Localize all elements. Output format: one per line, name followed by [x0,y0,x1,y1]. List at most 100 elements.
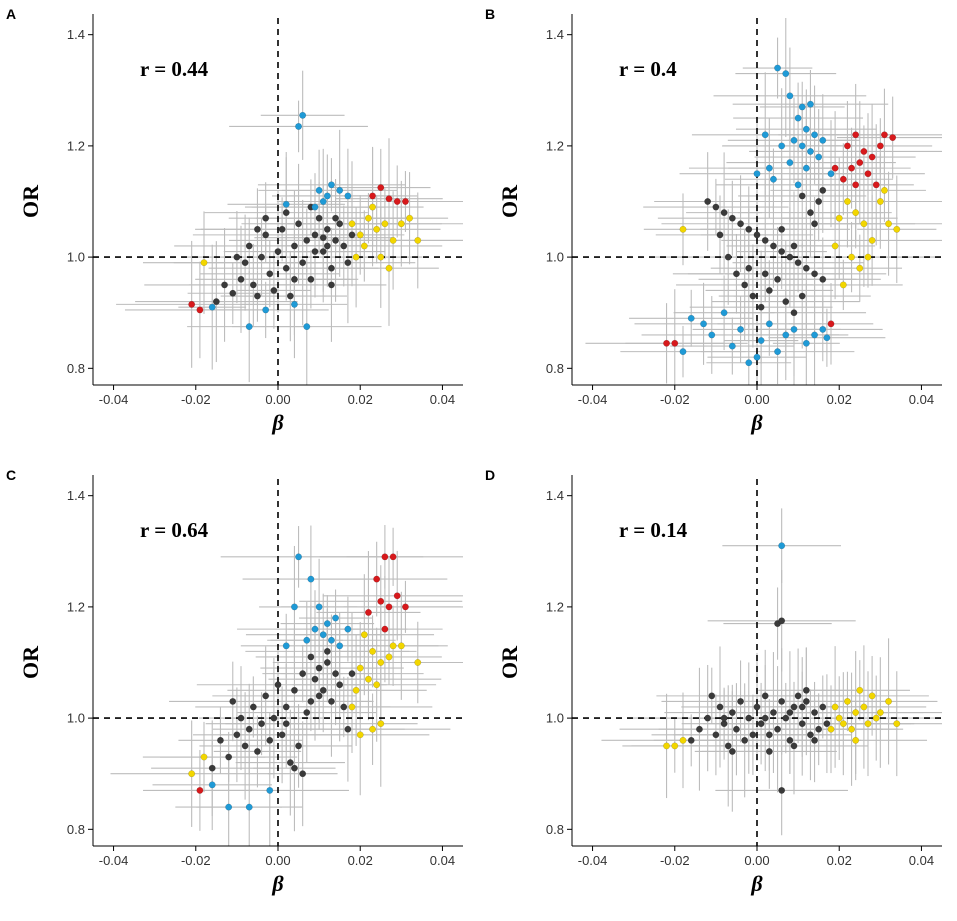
data-point-black [245,725,253,733]
y-axis-title: OR [497,184,522,218]
data-point-black [737,220,745,228]
data-point-black [332,236,340,244]
data-point-black [262,692,270,700]
data-point-black [332,214,340,222]
data-point-yellow [852,736,860,744]
data-point-yellow [373,681,381,689]
data-point-black [233,731,241,739]
data-point-black [778,248,786,255]
y-tick-label: 1.2 [546,138,564,153]
data-point-black [336,220,344,228]
data-point-black [332,670,340,678]
data-point-black [237,275,245,283]
x-tick-label: -0.02 [181,853,211,868]
data-point-black [233,253,241,261]
correlation-annotation: r = 0.44 [140,57,209,81]
data-point-black [769,709,777,716]
data-point-blue [282,642,290,650]
correlation-annotation: r = 0.4 [619,57,677,81]
data-point-yellow [356,231,364,239]
data-point-blue [266,786,274,794]
data-point-black [319,248,327,255]
data-point-blue [208,781,216,789]
data-point-blue [344,625,352,633]
data-point-black [794,259,802,267]
data-point-red [196,786,204,794]
data-point-black [704,714,712,722]
y-tick-label: 1.0 [67,250,85,265]
panel-label: D [485,467,495,483]
data-point-black [753,231,761,239]
panel-b: B -0.04 -0.02 0.00 0.02 0.04 0.8 1.0 1.2 1.4 β OR r … [479,0,957,460]
data-point-red [856,159,864,167]
x-tick-label: 0.00 [744,853,769,868]
error-bars [601,508,942,836]
data-point-black [708,692,716,700]
data-point-yellow [852,709,860,716]
data-point-yellow [679,225,687,233]
x-tick-label: -0.04 [578,392,608,407]
data-point-blue [802,164,810,172]
data-point-blue [819,136,827,144]
data-point-black [802,264,810,272]
data-point-black [323,242,331,250]
data-point-black [208,764,216,772]
y-tick-label: 1.4 [67,27,85,42]
data-point-yellow [856,264,864,272]
panel-a: A -0.04 -0.02 0.00 0.02 0.04 0.8 1.0 1.2 1.4 β OR r … [0,0,478,460]
data-point-red [872,181,880,189]
data-point-yellow [864,720,872,728]
x-axis-title: β [750,410,763,435]
y-tick-label: 1.0 [67,711,85,726]
data-point-blue [765,164,773,172]
y-axis-title: OR [18,184,43,218]
data-point-red [393,198,401,205]
x-tick-label: 0.04 [430,392,455,407]
data-point-black [749,731,757,739]
data-point-yellow [377,720,385,728]
data-point-red [839,175,847,183]
data-point-blue [819,325,827,333]
data-point-black [241,742,249,750]
data-point-black [340,242,348,250]
data-point-black [815,198,823,205]
data-point-red [852,181,860,189]
data-point-black [323,659,331,666]
x-tick-label: -0.04 [99,392,129,407]
data-point-yellow [663,742,671,750]
data-point-blue [737,325,745,333]
data-points [188,553,422,811]
data-point-black [282,264,290,272]
data-point-black [319,234,327,242]
x-tick-label: 0.00 [265,392,290,407]
x-tick-label: 0.02 [348,853,373,868]
data-point-black [253,225,261,233]
y-tick-label: 1.0 [546,711,564,726]
data-point-yellow [843,697,851,705]
data-point-blue [679,348,687,356]
data-point-black [794,692,802,700]
x-tick-label: 0.02 [827,392,852,407]
data-point-black [728,214,736,222]
data-point-red [196,306,204,314]
data-point-black [712,731,720,739]
data-point-black [778,617,786,625]
data-point-black [786,736,794,744]
data-point-blue [778,542,786,550]
correlation-annotation: r = 0.64 [140,518,209,542]
x-axis-title: β [271,871,284,896]
data-point-blue [802,125,810,133]
data-point-blue [782,331,790,339]
data-point-blue [311,625,319,633]
data-point-red [377,184,385,192]
data-point-blue [327,636,335,644]
data-point-black [344,259,352,267]
data-point-red [889,134,897,142]
data-point-black [348,231,356,239]
y-axis-title: OR [497,645,522,679]
y-tick-label: 1.2 [67,138,85,153]
data-point-black [806,731,814,739]
error-bars [110,525,463,846]
data-point-blue [757,337,765,344]
data-point-black [728,748,736,755]
